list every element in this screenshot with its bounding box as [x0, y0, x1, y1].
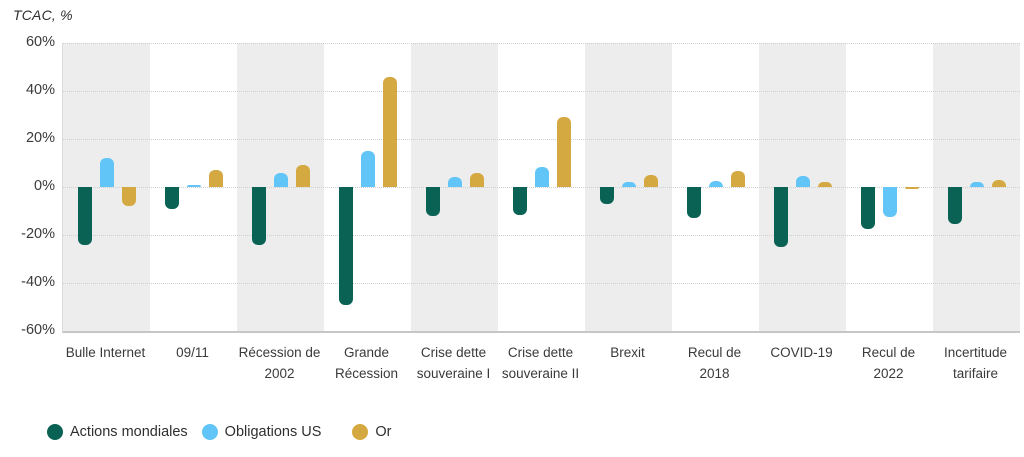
y-axis-label: 40% [25, 82, 55, 98]
bar-obligations-us [99, 158, 114, 187]
x-axis-label: Recul de 2018 [687, 345, 742, 381]
gridline [63, 43, 1020, 44]
legend-label: Actions mondiales [70, 424, 188, 440]
y-axis-label: 0% [34, 178, 55, 194]
bar-or [469, 172, 484, 187]
bar-obligations-us [534, 166, 549, 187]
y-axis-label: -20% [21, 226, 55, 242]
bar-obligations-us [447, 177, 462, 187]
x-axis-label: Crise dette souveraine II [501, 345, 580, 381]
bar-obligations-us [360, 151, 375, 187]
bar-group [759, 43, 846, 331]
bar-obligations-us [186, 184, 201, 187]
bar-obligations-us [273, 172, 288, 187]
bar-group [672, 43, 759, 331]
gridline [63, 235, 1020, 236]
x-axis-label: COVID-19 [770, 345, 833, 360]
x-axis-label: 09/11 [176, 345, 209, 360]
bar-or [121, 187, 136, 207]
bar-actions-mondiales [860, 187, 875, 229]
bar-or [730, 171, 745, 187]
x-axis-label: Crise dette souveraine I [416, 345, 491, 381]
legend-swatch-icon [47, 424, 63, 440]
bar-or [643, 175, 658, 187]
plot-area [62, 43, 1020, 333]
legend: Actions mondiales Obligations US Or [47, 424, 392, 440]
chart-title: TCAC, % [13, 7, 73, 23]
bar-group [324, 43, 411, 331]
legend-label: Obligations US [224, 424, 322, 440]
bar-obligations-us [882, 187, 897, 217]
bar-actions-mondiales [686, 187, 701, 219]
bar-group [498, 43, 585, 331]
y-axis-label: 20% [25, 130, 55, 146]
bar-obligations-us [795, 176, 810, 187]
bar-or [991, 179, 1006, 187]
y-axis-label: -60% [21, 322, 55, 338]
legend-swatch-icon [352, 424, 369, 440]
x-axis-label: Récession de 2002 [238, 345, 321, 381]
bar-or [556, 117, 571, 187]
y-axis-label: 60% [25, 34, 55, 50]
bar-group [411, 43, 498, 331]
bar-or [208, 170, 223, 187]
legend-item: Actions mondiales [47, 424, 188, 440]
x-axis-label: Incertitude tarifaire [943, 345, 1008, 381]
gridline [63, 139, 1020, 140]
legend-item: Or [352, 424, 392, 440]
y-axis-label: -40% [21, 274, 55, 290]
gridline [63, 187, 1020, 188]
bar-actions-mondiales [164, 187, 179, 209]
bar-actions-mondiales [947, 187, 962, 225]
x-axis-label: Brexit [610, 345, 645, 360]
bar-actions-mondiales [425, 187, 440, 216]
bar-group [933, 43, 1020, 331]
legend-item: Obligations US [201, 424, 322, 440]
bar-actions-mondiales [77, 187, 92, 245]
bar-actions-mondiales [599, 187, 614, 204]
gridline [63, 91, 1020, 92]
bar-group [846, 43, 933, 331]
gridline [63, 283, 1020, 284]
x-axis-label: Grande Récession [334, 345, 399, 381]
x-axis-label: Bulle Internet [65, 345, 146, 360]
bar-group [585, 43, 672, 331]
x-axis: Bulle Internet 09/11 Récession de 2002 Gran… [62, 342, 1019, 384]
legend-label: Or [375, 424, 392, 440]
bar-group [150, 43, 237, 331]
bar-or [817, 182, 832, 187]
legend-swatch-icon [201, 424, 218, 440]
bar-actions-mondiales [251, 187, 266, 245]
bar-actions-mondiales [773, 187, 788, 247]
bar-obligations-us [621, 182, 636, 187]
bar-group [237, 43, 324, 331]
bar-obligations-us [969, 182, 984, 187]
bar-obligations-us [708, 181, 723, 187]
bar-actions-mondiales [512, 187, 527, 215]
bar-or [382, 76, 397, 187]
bar-or [295, 165, 310, 187]
bar-actions-mondiales [338, 187, 353, 305]
x-axis-label: Recul de 2022 [861, 345, 916, 381]
bar-or [904, 187, 919, 189]
bar-group [63, 43, 150, 331]
